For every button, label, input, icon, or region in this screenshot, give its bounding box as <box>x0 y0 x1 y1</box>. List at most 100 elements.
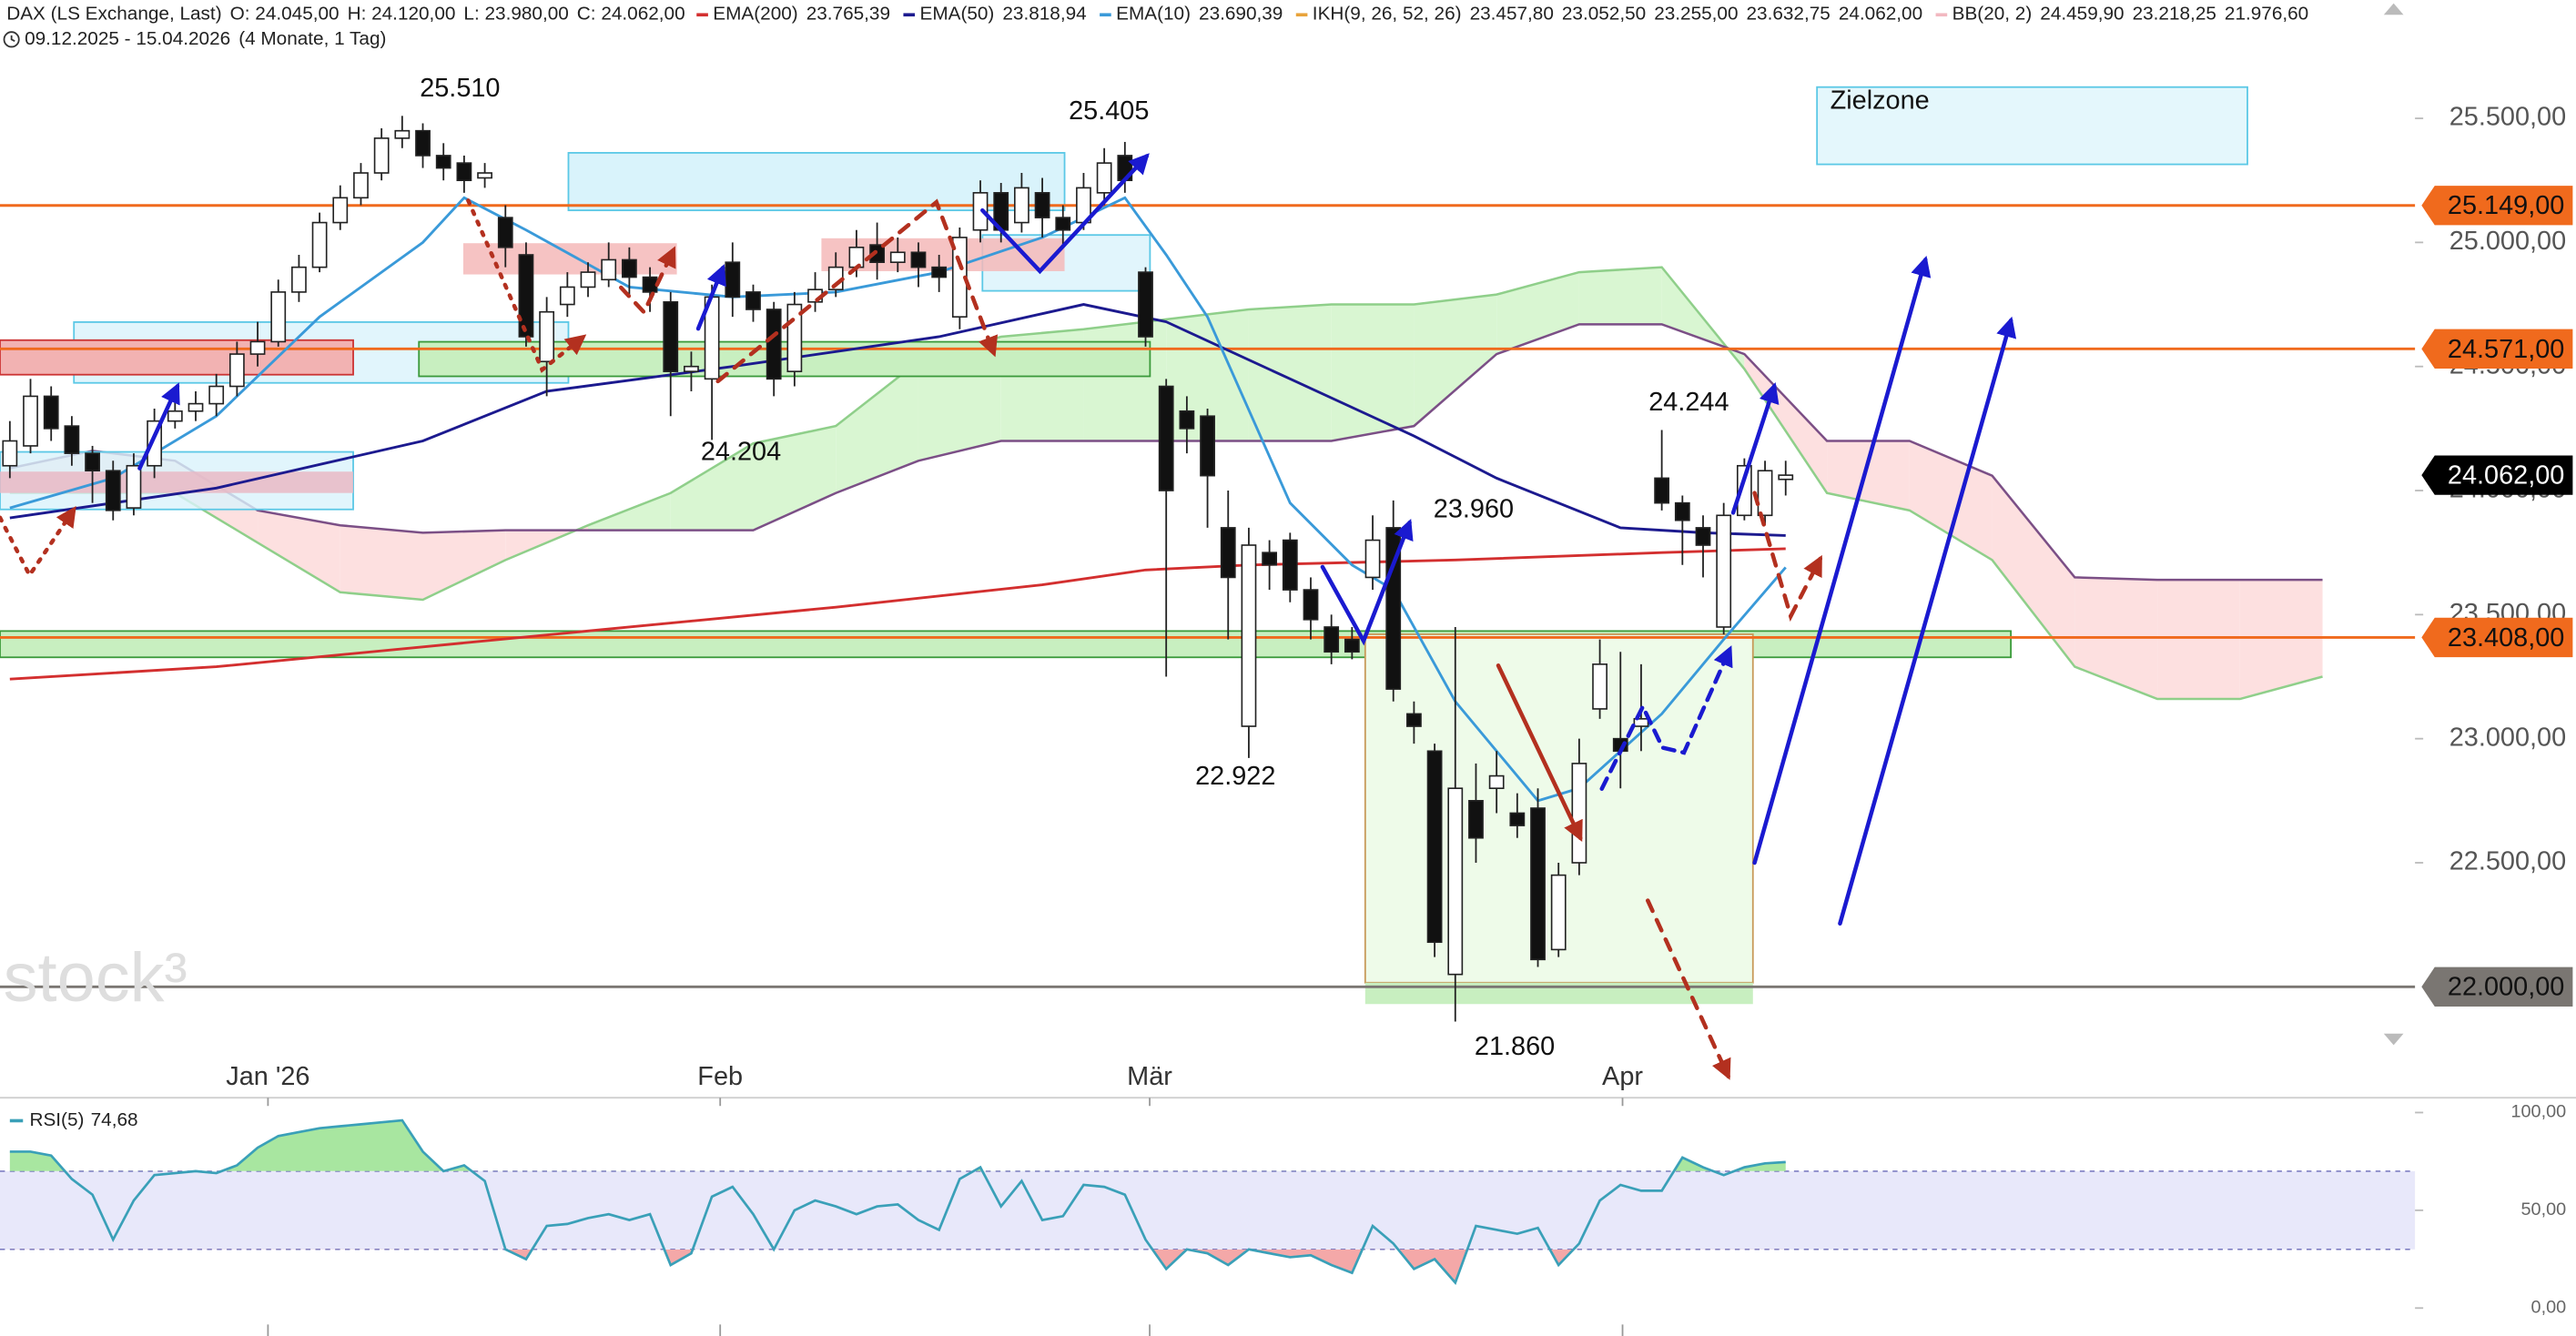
candle-body <box>1488 774 1505 790</box>
drawings <box>0 153 2017 1080</box>
candle-body <box>889 251 906 263</box>
scroll-up[interactable] <box>2383 3 2404 15</box>
candle-body <box>931 266 948 278</box>
candle-body <box>1014 187 1029 224</box>
candle-body <box>1200 415 1215 477</box>
arrow <box>137 382 180 471</box>
candle-body <box>311 221 328 268</box>
level-tag <box>2421 617 2573 658</box>
zone-label: Zielzone <box>1831 86 1930 116</box>
rsi-line <box>9 1118 1786 1285</box>
y-tick-label: 23.000,00 <box>2449 723 2566 752</box>
candle-body <box>353 172 369 199</box>
candle-body <box>1550 874 1567 951</box>
cloud-fill <box>1909 440 1993 561</box>
candle-body <box>477 172 492 179</box>
candle-body <box>766 309 782 380</box>
arrow <box>980 153 1150 275</box>
resistance-box <box>462 243 677 275</box>
candle-body <box>972 192 989 231</box>
candle-body <box>1282 539 1298 591</box>
candle-body <box>1757 470 1773 517</box>
rsi-overbought-fill <box>9 1120 1786 1171</box>
candle-body <box>1654 477 1670 504</box>
ema-line <box>9 547 1786 681</box>
header-text: 24.062,00 <box>1839 4 1922 25</box>
rsi-y-tick-label: 50,00 <box>2521 1199 2567 1220</box>
arrow <box>1599 645 1733 791</box>
candle-body <box>1364 539 1381 579</box>
arrow <box>0 506 76 580</box>
cloud-fill <box>1827 440 1910 511</box>
candle-body <box>684 365 699 372</box>
resistance-box <box>0 339 354 376</box>
candle-body <box>1468 800 1484 839</box>
candle-body <box>1509 812 1526 826</box>
price-annotation: 24.244 <box>1648 388 1729 417</box>
candle-body <box>1571 763 1587 864</box>
candle-body <box>848 247 865 268</box>
candle-body <box>1323 626 1340 653</box>
level-tag <box>2421 186 2573 226</box>
candle-body <box>1406 713 1422 727</box>
candle-body <box>1695 527 1711 546</box>
candle-body <box>208 385 225 405</box>
candle-body <box>663 300 679 372</box>
candles <box>2 116 1794 1022</box>
cloud-fill <box>1992 475 2075 667</box>
ema-line <box>9 303 1786 537</box>
level-tag-label: 22.000,00 <box>2448 973 2564 1002</box>
cloud-line <box>9 266 2323 701</box>
arrow <box>1752 491 1823 622</box>
cloud-fill <box>1414 294 1497 427</box>
candle-body <box>869 244 885 263</box>
header-text: 21.976,60 <box>2225 4 2308 25</box>
candle-body <box>1633 718 1649 727</box>
level-tag-label: 25.149,00 <box>2448 191 2564 220</box>
candle-body <box>1241 544 1257 727</box>
header-text: EMA(10) <box>1116 4 1191 25</box>
header-text: (4 Monate, 1 Tag) <box>238 28 386 49</box>
header-text: 23.690,39 <box>1199 4 1283 25</box>
price-annotation: 25.405 <box>1069 96 1149 126</box>
candle-body <box>105 470 121 511</box>
candle-body <box>642 276 658 293</box>
candle-body <box>1158 385 1174 491</box>
header-text: 09.12.2025 - 15.04.2026 <box>25 28 230 49</box>
watermark: stock³ <box>4 939 188 1017</box>
candle-body <box>910 251 927 268</box>
cloud-fill <box>753 426 837 531</box>
candle-body <box>1736 464 1752 517</box>
candle-body <box>126 464 142 509</box>
cloud-fill <box>258 510 340 592</box>
candle-body <box>188 402 204 412</box>
candle-body <box>394 129 411 139</box>
candle-body <box>1426 750 1443 944</box>
rsi-legend-value: 74,68 <box>91 1109 138 1130</box>
header-text: 23.632,75 <box>1747 4 1831 25</box>
candle-body <box>1138 271 1153 338</box>
rsi-oversold-fill <box>9 1249 1786 1283</box>
candle-body <box>1344 638 1360 653</box>
clock-icon <box>3 31 20 48</box>
rsi-y-tick-label: 100,00 <box>2510 1102 2566 1122</box>
candle-body <box>497 217 513 248</box>
y-tick-label: 25.500,00 <box>2449 103 2566 132</box>
candle-body <box>1034 192 1050 218</box>
cloud-fill <box>1578 267 1662 325</box>
resistance-box <box>0 471 354 493</box>
candle-body <box>1716 514 1732 628</box>
candle-body <box>1055 217 1071 231</box>
scroll-down[interactable] <box>2383 1033 2404 1046</box>
target-zone <box>1816 86 2248 166</box>
candle-body <box>580 271 596 288</box>
candle-body <box>745 291 761 310</box>
candle-body <box>1447 787 1464 976</box>
candle-body <box>2 440 18 467</box>
candle-body <box>1530 807 1546 961</box>
rsi-y-tick-label: 0,00 <box>2531 1298 2567 1318</box>
candle-body <box>1303 589 1319 621</box>
candle-body <box>1778 474 1794 481</box>
cloud-fill <box>1083 319 1167 441</box>
